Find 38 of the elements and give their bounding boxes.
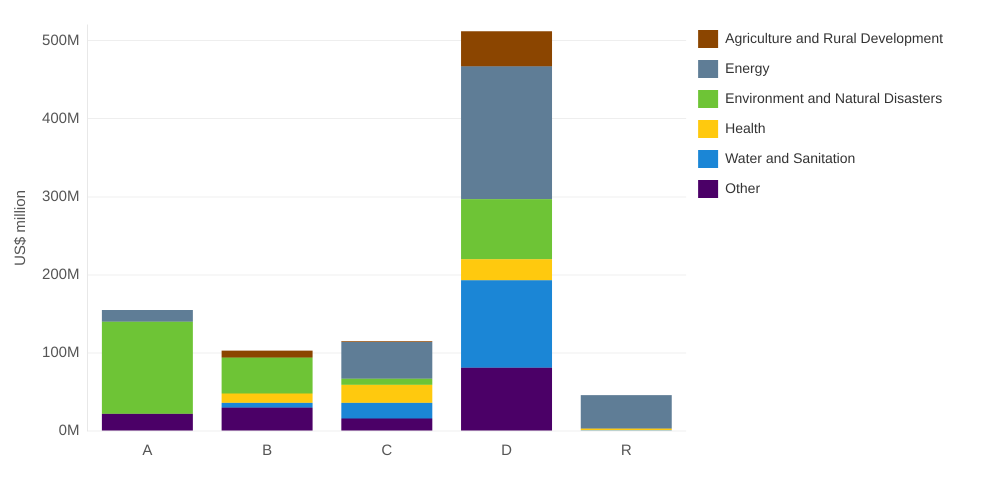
legend-label: Other: [725, 180, 760, 196]
y-tick-label: 200M: [42, 266, 80, 283]
bar: [341, 384, 432, 403]
legend-label: Environment and Natural Disasters: [725, 90, 942, 106]
bar: [222, 358, 313, 394]
bar: [461, 31, 552, 66]
bar: [461, 368, 552, 430]
bar: [461, 66, 552, 200]
bar: [102, 322, 193, 414]
legend-label: Energy: [725, 60, 770, 76]
bar: [222, 402, 313, 408]
x-tick-label: A: [142, 442, 152, 460]
legend-label: Water and Sanitation: [725, 150, 856, 166]
bar: [341, 342, 432, 379]
bar: [341, 378, 432, 385]
legend-label: Agriculture and Rural Development: [725, 30, 944, 46]
y-axis-title: US$ million: [12, 190, 30, 266]
x-tick-label: D: [501, 442, 512, 460]
bar: [222, 394, 313, 403]
bar: [102, 310, 193, 322]
bar: [461, 280, 552, 368]
bar: [461, 199, 552, 260]
bar: [222, 350, 313, 358]
x-tick-label: B: [262, 442, 272, 460]
y-tick-label: 100M: [42, 344, 80, 362]
bar: [341, 418, 432, 430]
bar: [341, 402, 432, 419]
bar: [222, 408, 313, 430]
bar: [102, 414, 193, 430]
y-tick-label: 300M: [42, 188, 80, 205]
bar: [580, 395, 672, 429]
x-tick-label: C: [381, 442, 392, 460]
x-tick-label: R: [620, 442, 632, 460]
y-tick-label: 0M: [58, 422, 80, 440]
legend-label: Health: [725, 120, 766, 136]
bar: [461, 259, 552, 280]
y-tick-label: 500M: [42, 32, 80, 49]
y-tick-label: 400M: [42, 110, 80, 127]
